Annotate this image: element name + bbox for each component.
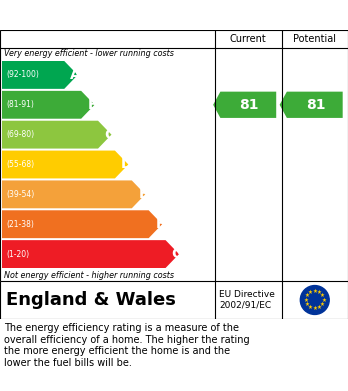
Text: ★: ★ bbox=[321, 298, 326, 303]
Text: ★: ★ bbox=[308, 290, 313, 295]
Text: ★: ★ bbox=[320, 293, 325, 298]
Text: F: F bbox=[155, 217, 165, 231]
Text: ★: ★ bbox=[312, 307, 317, 312]
Polygon shape bbox=[2, 180, 145, 208]
Text: (1-20): (1-20) bbox=[6, 249, 29, 258]
Polygon shape bbox=[2, 121, 111, 149]
Circle shape bbox=[300, 285, 329, 314]
Text: ★: ★ bbox=[317, 305, 322, 310]
Text: Current: Current bbox=[230, 34, 267, 44]
Text: Energy Efficiency Rating: Energy Efficiency Rating bbox=[9, 7, 219, 23]
Text: A: A bbox=[70, 68, 81, 82]
Text: (21-38): (21-38) bbox=[6, 220, 34, 229]
Polygon shape bbox=[280, 91, 343, 118]
Text: (69-80): (69-80) bbox=[6, 130, 34, 139]
Text: C: C bbox=[104, 127, 114, 142]
Polygon shape bbox=[213, 91, 276, 118]
Text: England & Wales: England & Wales bbox=[6, 291, 176, 309]
Polygon shape bbox=[2, 240, 179, 268]
Text: ★: ★ bbox=[320, 302, 325, 307]
Text: ★: ★ bbox=[303, 298, 308, 303]
Text: B: B bbox=[87, 98, 98, 112]
Text: Potential: Potential bbox=[293, 34, 336, 44]
Text: (55-68): (55-68) bbox=[6, 160, 34, 169]
Text: EU Directive
2002/91/EC: EU Directive 2002/91/EC bbox=[219, 290, 275, 310]
Text: ★: ★ bbox=[317, 290, 322, 295]
Text: D: D bbox=[121, 158, 132, 172]
Text: G: G bbox=[171, 247, 183, 261]
Polygon shape bbox=[2, 61, 78, 89]
Text: (39-54): (39-54) bbox=[6, 190, 34, 199]
Text: 81: 81 bbox=[239, 98, 259, 112]
Polygon shape bbox=[2, 151, 128, 178]
Polygon shape bbox=[2, 210, 162, 238]
Text: 81: 81 bbox=[306, 98, 325, 112]
Text: (81-91): (81-91) bbox=[6, 100, 34, 109]
Text: ★: ★ bbox=[312, 289, 317, 294]
Polygon shape bbox=[2, 91, 95, 119]
Text: ★: ★ bbox=[304, 293, 309, 298]
Text: ★: ★ bbox=[304, 302, 309, 307]
Text: Not energy efficient - higher running costs: Not energy efficient - higher running co… bbox=[4, 271, 174, 280]
Text: E: E bbox=[139, 187, 148, 201]
Text: (92-100): (92-100) bbox=[6, 70, 39, 79]
Text: ★: ★ bbox=[308, 305, 313, 310]
Text: Very energy efficient - lower running costs: Very energy efficient - lower running co… bbox=[4, 50, 174, 59]
Text: The energy efficiency rating is a measure of the
overall efficiency of a home. T: The energy efficiency rating is a measur… bbox=[4, 323, 250, 368]
